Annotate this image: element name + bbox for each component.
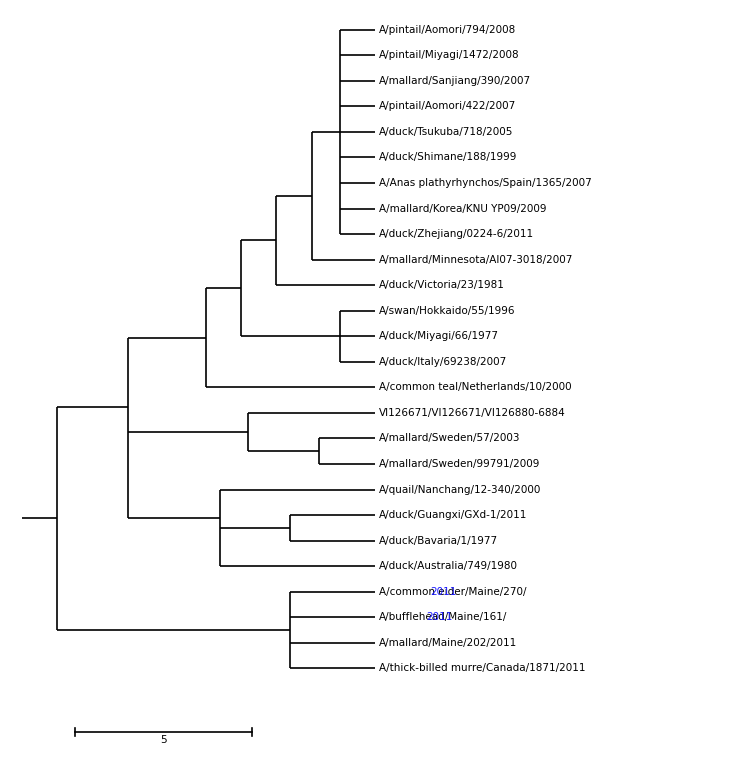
Text: A/duck/Australia/749/1980: A/duck/Australia/749/1980 <box>379 562 518 572</box>
Text: A/duck/Tsukuba/718/2005: A/duck/Tsukuba/718/2005 <box>379 127 513 137</box>
Text: A/duck/Victoria/23/1981: A/duck/Victoria/23/1981 <box>379 280 505 290</box>
Text: A/duck/Shimane/188/1999: A/duck/Shimane/188/1999 <box>379 152 517 162</box>
Text: A/mallard/Sweden/57/2003: A/mallard/Sweden/57/2003 <box>379 434 520 443</box>
Text: A/mallard/Maine/202/2011: A/mallard/Maine/202/2011 <box>379 638 517 648</box>
Text: A/mallard/Sweden/99791/2009: A/mallard/Sweden/99791/2009 <box>379 459 540 469</box>
Text: A/duck/Bavaria/1/1977: A/duck/Bavaria/1/1977 <box>379 536 498 546</box>
Text: A/common teal/Netherlands/10/2000: A/common teal/Netherlands/10/2000 <box>379 383 572 392</box>
Text: A/pintail/Aomori/422/2007: A/pintail/Aomori/422/2007 <box>379 101 516 111</box>
Text: A/duck/Zhejiang/0224-6/2011: A/duck/Zhejiang/0224-6/2011 <box>379 229 534 239</box>
Text: A/quail/Nanchang/12-340/2000: A/quail/Nanchang/12-340/2000 <box>379 485 541 495</box>
Text: 2011: 2011 <box>426 613 452 623</box>
Text: VI126671/VI126671/VI126880-6884: VI126671/VI126671/VI126880-6884 <box>379 408 566 418</box>
Text: A/common eider/Maine/270/: A/common eider/Maine/270/ <box>379 587 526 597</box>
Text: A/duck/Italy/69238/2007: A/duck/Italy/69238/2007 <box>379 357 507 367</box>
Text: A/pintail/Aomori/794/2008: A/pintail/Aomori/794/2008 <box>379 24 516 35</box>
Text: A/thick-billed murre/Canada/1871/2011: A/thick-billed murre/Canada/1871/2011 <box>379 664 586 674</box>
Text: A/bufflehead/Maine/161/: A/bufflehead/Maine/161/ <box>379 613 507 623</box>
Text: A/mallard/Korea/KNU YP09/2009: A/mallard/Korea/KNU YP09/2009 <box>379 203 546 213</box>
Text: A/Anas plathyrhynchos/Spain/1365/2007: A/Anas plathyrhynchos/Spain/1365/2007 <box>379 178 592 188</box>
Text: A/mallard/Minnesota/AI07-3018/2007: A/mallard/Minnesota/AI07-3018/2007 <box>379 255 573 264</box>
Text: A/duck/Guangxi/GXd-1/2011: A/duck/Guangxi/GXd-1/2011 <box>379 510 527 520</box>
Text: 5: 5 <box>160 735 166 745</box>
Text: A/mallard/Sanjiang/390/2007: A/mallard/Sanjiang/390/2007 <box>379 75 531 86</box>
Text: A/swan/Hokkaido/55/1996: A/swan/Hokkaido/55/1996 <box>379 306 515 315</box>
Text: A/pintail/Miyagi/1472/2008: A/pintail/Miyagi/1472/2008 <box>379 50 520 60</box>
Text: 2011: 2011 <box>430 587 457 597</box>
Text: A/duck/Miyagi/66/1977: A/duck/Miyagi/66/1977 <box>379 331 499 341</box>
